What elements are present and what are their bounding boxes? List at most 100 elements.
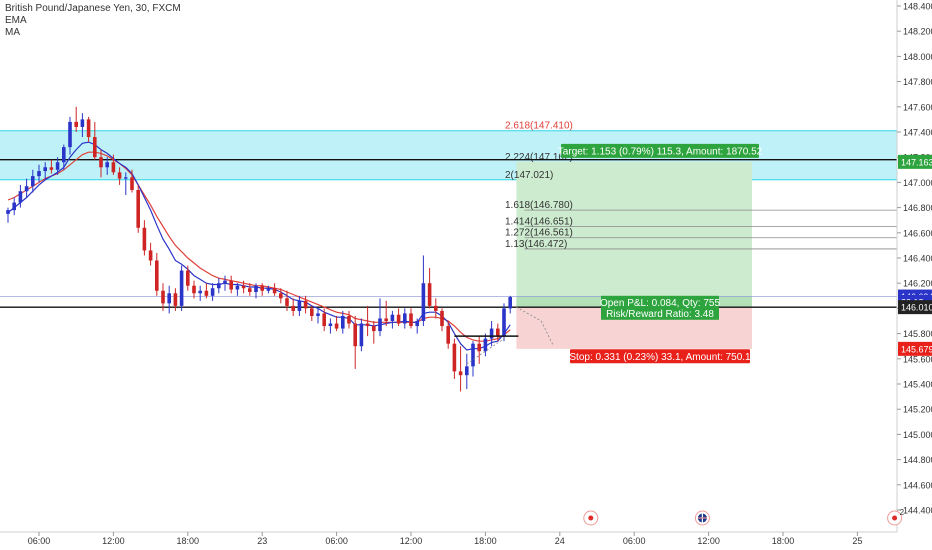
candle-body [105, 162, 109, 168]
candle [427, 268, 432, 309]
candle [434, 298, 438, 319]
candle [31, 169, 35, 193]
candle [204, 283, 209, 299]
candle-body [124, 177, 128, 179]
candle [223, 275, 227, 291]
candle-body [334, 323, 339, 329]
projection-line [540, 320, 554, 347]
candle [415, 318, 419, 334]
price-tick-label: 148.000 [903, 52, 932, 62]
candle [43, 162, 47, 180]
candle-body [458, 371, 463, 376]
candle [18, 184, 23, 208]
candle [272, 283, 277, 296]
candle [117, 167, 122, 185]
candle [279, 288, 283, 304]
candle-body [285, 298, 289, 306]
candle [136, 184, 140, 233]
candle [458, 346, 463, 392]
candle-body [316, 313, 320, 316]
fib-level-label: 1.618(146.780) [505, 200, 573, 211]
candle-body [279, 293, 283, 299]
price-tick-label: 147.000 [903, 178, 932, 188]
candle-body [93, 137, 97, 158]
candle [316, 308, 320, 324]
time-tick-label: 12:00 [400, 536, 423, 546]
candle-body [396, 314, 401, 324]
candle-body [198, 290, 202, 294]
ma-indicator-label[interactable]: MA [5, 27, 20, 38]
target-label: Target: 1.153 (0.79%) 115.3, Amount: 187… [558, 143, 763, 158]
candle [105, 157, 109, 175]
candle-body [359, 323, 364, 347]
fib-level-label: 2(147.021) [505, 170, 553, 181]
time-tick-label: 18:00 [474, 536, 497, 546]
candle [297, 295, 302, 316]
candle [12, 197, 16, 216]
candle-body [130, 177, 134, 190]
candle-body [235, 285, 240, 290]
price-tick-label: 147.800 [903, 77, 932, 87]
candle-body [434, 305, 438, 311]
price-tag-bg [898, 341, 932, 356]
target-label-bg [561, 143, 759, 158]
candle-body [297, 300, 302, 311]
candle-body [173, 293, 178, 306]
price-tick-label: 148.400 [903, 2, 932, 12]
price-tag: 147.163 [898, 154, 932, 169]
candle-body [155, 260, 159, 291]
candle-body [365, 323, 370, 327]
symbol-title[interactable]: British Pound/Japanese Yen, 30, FXCM [5, 3, 181, 14]
candle [303, 295, 308, 314]
fib-zone [0, 130, 897, 180]
fib-level-label: 2.224(147.162) [505, 152, 573, 163]
candle-body [37, 171, 41, 177]
candle-body [111, 162, 116, 173]
projection-line [516, 306, 542, 322]
time-tick-label: 06:00 [325, 536, 348, 546]
fib-level-label: 2.618(147.410) [505, 121, 573, 132]
fib-level-label: 1.272(146.561) [505, 228, 573, 239]
candle [93, 121, 97, 160]
candle-body [272, 288, 277, 294]
candle-body [378, 318, 382, 332]
price-tag: 145.679 [898, 341, 932, 356]
candle-body [18, 191, 23, 203]
candle [409, 308, 413, 329]
ema-indicator-label[interactable]: EMA [5, 15, 27, 26]
price-tick-label: 145.400 [903, 380, 932, 390]
candle-body [322, 313, 326, 327]
target-label-text: Target: 1.153 (0.79%) 115.3, Amount: 187… [558, 146, 763, 157]
candle [111, 154, 116, 175]
candle-body [254, 285, 258, 293]
candle [365, 305, 370, 337]
candle-body [421, 283, 426, 321]
candle-body [148, 250, 153, 261]
candle-body [353, 323, 357, 347]
candle-body [229, 280, 233, 290]
candle-body [49, 167, 54, 170]
candle [217, 278, 221, 294]
candle-body [446, 326, 450, 344]
candle-body [471, 343, 475, 367]
candle [310, 305, 314, 321]
event-count: 2 [900, 508, 905, 517]
price-tag-text: 145.679 [901, 344, 932, 354]
candle [378, 298, 382, 337]
candle-body [55, 162, 60, 170]
candle-body [217, 283, 221, 289]
candle [508, 295, 512, 314]
candle-body [223, 280, 227, 284]
candle-body [260, 285, 264, 291]
candle-body [43, 167, 47, 172]
price-tick-label: 146.400 [903, 254, 932, 264]
candle-body [210, 288, 215, 296]
price-tick-label: 147.600 [903, 102, 932, 112]
candle [347, 310, 351, 329]
candle-body [452, 343, 457, 372]
candle [489, 321, 494, 347]
event-dot-icon [892, 515, 898, 521]
candle [446, 321, 450, 349]
